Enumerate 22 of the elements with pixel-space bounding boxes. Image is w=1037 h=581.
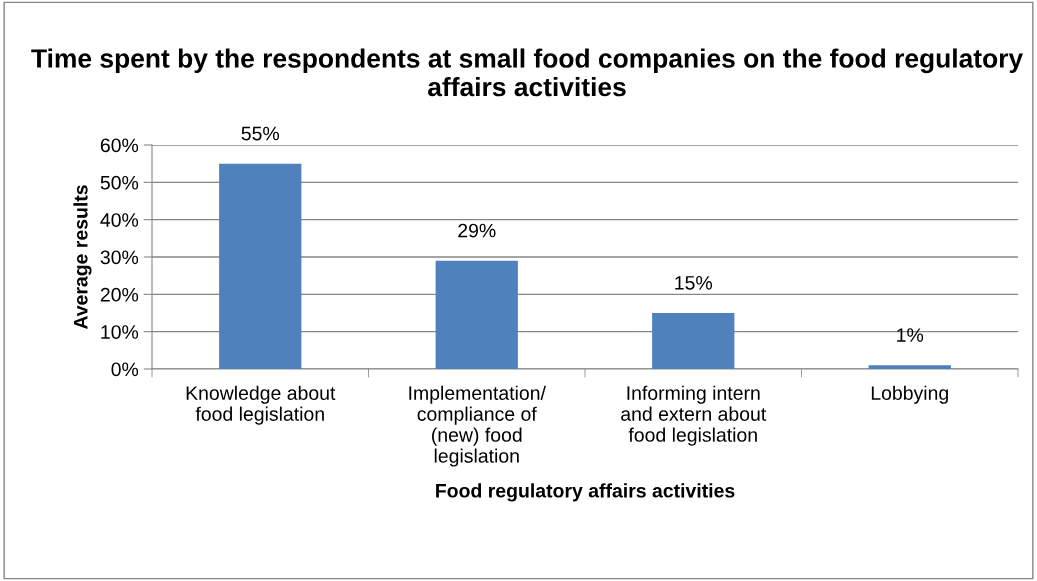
y-tick-label: 30% bbox=[100, 250, 139, 265]
x-tick-label: Lobbying bbox=[871, 385, 948, 404]
bar bbox=[652, 313, 735, 369]
x-tick-label: Implementation/ compliance of (new) food legislation bbox=[409, 385, 546, 467]
y-tick-label: 50% bbox=[100, 175, 139, 190]
bar bbox=[219, 163, 302, 369]
y-tick-label: 0% bbox=[111, 362, 139, 377]
y-tick-label: 20% bbox=[100, 287, 139, 302]
y-tick-label: 40% bbox=[100, 213, 139, 227]
bar bbox=[868, 365, 951, 369]
data-label: 15% bbox=[675, 276, 713, 290]
x-tick-label: Knowledge about food legislation bbox=[186, 385, 336, 425]
x-axis-title: Food regulatory affairs activities bbox=[436, 483, 735, 502]
data-label: 1% bbox=[897, 328, 924, 342]
y-tick-label: 60% bbox=[100, 138, 139, 153]
chart-title: Time spent by the respondents at small food companies on the food regulatory affairs activities bbox=[31, 48, 1023, 97]
data-label: 55% bbox=[241, 126, 280, 141]
data-label: 29% bbox=[458, 223, 496, 238]
bar bbox=[435, 260, 518, 369]
y-axis-title: Average results bbox=[73, 185, 92, 330]
y-tick-label: 10% bbox=[101, 325, 139, 339]
x-tick-label: Informing intern and extern about food legislation bbox=[621, 385, 767, 446]
